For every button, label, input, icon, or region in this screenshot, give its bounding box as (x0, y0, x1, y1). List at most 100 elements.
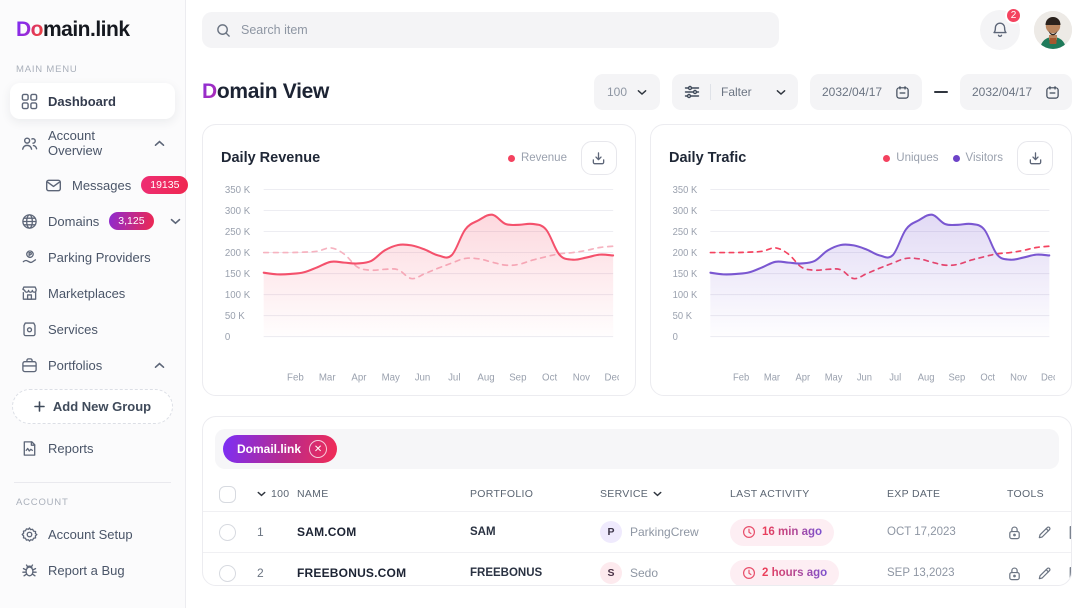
chevron-down-icon (653, 491, 662, 497)
svg-text:Mar: Mar (319, 372, 336, 383)
daily-revenue-chart: 350 K 300 K 250 K 200 K 150 K 100 K 50 K 0 Feb Ma… (225, 185, 619, 384)
page-title: Domain View (202, 80, 329, 104)
svg-text:0: 0 (225, 332, 231, 343)
date-from-field[interactable]: 2032/04/17 (810, 74, 922, 110)
edit-icon[interactable] (1037, 566, 1052, 581)
row-checkbox[interactable] (219, 523, 236, 541)
svg-text:May: May (825, 372, 843, 384)
sidebar-item-label: Report a Bug (48, 562, 125, 578)
sidebar-item-dashboard[interactable]: Dashboard (10, 83, 175, 119)
domain-name[interactable]: FREEBONUS.COM (297, 566, 407, 580)
portfolio-name: SAM (470, 526, 496, 538)
row-number: 1 (257, 525, 264, 539)
logo-accent-o: o (30, 18, 44, 41)
exp-date: SEP 13,2023 (887, 567, 955, 579)
svg-text:Mar: Mar (764, 372, 781, 384)
sidebar-item-domains[interactable]: Domains 3,125 (10, 203, 180, 239)
column-header-service[interactable]: SERVICE (600, 488, 730, 500)
svg-text:300 K: 300 K (673, 206, 698, 218)
svg-text:200 K: 200 K (673, 248, 698, 260)
sidebar: Domain.link MAIN MENU Dashboard Account … (0, 0, 189, 608)
svg-text:Jun: Jun (857, 372, 872, 384)
chevron-down-icon (637, 89, 647, 96)
page-size-select[interactable]: 100 (594, 74, 660, 110)
table-row[interactable]: 2 FREEBONUS.COM FREEBONUS S Sedo 2 hours… (203, 552, 1071, 585)
service-letter-badge: P (600, 521, 622, 543)
legend-item-uniques: Uniques (883, 152, 939, 164)
page-size-header[interactable]: 100 (257, 488, 297, 500)
domains-count-badge: 3,125 (109, 212, 154, 230)
legend-item-revenue: Revenue (507, 152, 567, 164)
svg-text:Dec: Dec (1041, 372, 1055, 384)
file-plus-icon[interactable] (1067, 566, 1071, 581)
column-header-last-activity[interactable]: LAST ACTIVITY (730, 488, 810, 500)
bug-icon (20, 561, 38, 579)
sidebar-item-parking-providers[interactable]: Parking Providers (10, 239, 175, 275)
select-all-checkbox[interactable] (219, 485, 236, 503)
sidebar-item-account-setup[interactable]: Account Setup (10, 516, 175, 552)
brand-logo[interactable]: Domain.link (10, 16, 175, 42)
storefront-icon (20, 284, 38, 302)
svg-text:Jul: Jul (448, 372, 460, 383)
filter-chip-domail-link[interactable]: Domail.link ✕ (223, 435, 338, 463)
chevron-up-icon (154, 140, 165, 147)
report-document-icon (20, 439, 38, 457)
chart-legend: Revenue (507, 152, 567, 164)
search-input[interactable] (241, 23, 765, 37)
svg-text:Aug: Aug (477, 372, 494, 383)
date-to-field[interactable]: 2032/04/17 (960, 74, 1072, 110)
sidebar-item-report-a-bug[interactable]: Report a Bug (10, 552, 175, 588)
add-new-group-button[interactable]: Add New Group (12, 389, 173, 424)
svg-text:Feb: Feb (287, 372, 304, 383)
svg-text:50 K: 50 K (673, 311, 693, 323)
service-name: ParkingCrew (630, 525, 699, 539)
file-plus-icon[interactable] (1067, 525, 1071, 540)
lock-icon[interactable] (1007, 525, 1022, 540)
column-header-portfolio[interactable]: PORTFOLIO (470, 488, 534, 500)
filter-dropdown[interactable]: Falter (672, 74, 798, 110)
last-activity-pill: 2 hours ago (730, 559, 840, 585)
title-accent: D (202, 80, 217, 103)
svg-text:100 K: 100 K (673, 290, 698, 302)
chevron-down-icon (170, 218, 181, 225)
users-icon (20, 134, 38, 152)
main-content: 2 Domain View 100 Falter 2032/04/17 (186, 0, 1088, 608)
sidebar-item-marketplaces[interactable]: Marketplaces (10, 275, 175, 311)
row-checkbox[interactable] (219, 564, 236, 582)
column-header-exp-date[interactable]: EXP DATE (887, 488, 941, 500)
sidebar-item-label: Marketplaces (48, 285, 126, 301)
chart-title: Daily Trafic (668, 150, 747, 166)
download-icon (593, 151, 605, 164)
sidebar-item-label: Messages (72, 177, 132, 193)
column-header-name[interactable]: NAME (297, 488, 329, 500)
sidebar-item-services[interactable]: Services (10, 311, 175, 347)
lock-icon[interactable] (1007, 566, 1022, 581)
legend-dot (507, 154, 515, 162)
sidebar-item-label: Reports (48, 440, 94, 456)
domain-name[interactable]: SAM.COM (297, 525, 357, 539)
sidebar-item-portfolios[interactable]: Portfolios (10, 347, 175, 383)
edit-icon[interactable] (1037, 525, 1052, 540)
sidebar-item-account-overview[interactable]: Account Overview (10, 119, 175, 167)
svg-text:250 K: 250 K (673, 227, 698, 239)
svg-text:Sep: Sep (509, 372, 527, 383)
sidebar-item-label: Account Overview (48, 128, 103, 158)
table-row[interactable]: 1 SAM.COM SAM P ParkingCrew 16 min ago O… (203, 511, 1071, 552)
sidebar-item-label: Account Setup (48, 526, 133, 542)
svg-text:Apr: Apr (351, 372, 367, 383)
search-box[interactable] (202, 12, 779, 48)
download-chart-button[interactable] (580, 141, 617, 175)
title-rest: omain View (216, 80, 330, 103)
service-cell: S Sedo (600, 562, 730, 584)
svg-text:300 K: 300 K (225, 206, 251, 217)
sidebar-item-reports[interactable]: Reports (10, 430, 175, 466)
user-avatar[interactable] (1034, 11, 1072, 49)
svg-text:Oct: Oct (542, 372, 557, 383)
table-header-row: 100 NAME PORTFOLIO SERVICE LAST ACTIVITY… (203, 477, 1071, 511)
remove-filter-icon[interactable]: ✕ (309, 440, 328, 458)
column-header-tools[interactable]: TOOLS (1007, 488, 1044, 500)
notifications-button[interactable]: 2 (980, 7, 1022, 50)
download-chart-button[interactable] (1017, 141, 1053, 175)
sidebar-item-messages[interactable]: Messages 19135 (10, 167, 189, 203)
portfolio-name: FREEBONUS (470, 567, 543, 579)
